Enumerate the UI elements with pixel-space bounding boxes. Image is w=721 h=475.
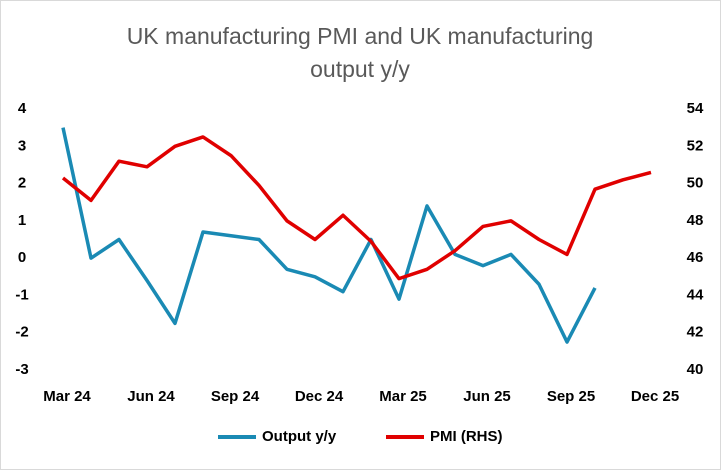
y2-tick-label: 54 (687, 100, 704, 117)
y2-tick-label: 52 (687, 137, 704, 154)
y-tick-label: -3 (15, 361, 28, 378)
chart-title: UK manufacturing PMI and UK manufacturin… (127, 23, 594, 49)
series-line (61, 127, 597, 344)
y-tick-label: 2 (18, 175, 26, 192)
y-tick-label: 4 (18, 100, 27, 117)
x-tick-label: Jun 24 (127, 388, 175, 405)
x-tick-label: Mar 25 (379, 388, 427, 405)
y2-tick-label: 44 (687, 286, 704, 303)
y2-tick-label: 42 (687, 324, 704, 341)
y-tick-label: 0 (18, 249, 26, 266)
y2-tick-label: 46 (687, 249, 704, 266)
x-tick-label: Dec 24 (295, 388, 344, 405)
y2-tick-label: 48 (687, 212, 704, 229)
y2-tick-label: 40 (687, 361, 704, 378)
y-tick-label: -1 (15, 286, 28, 303)
y-tick-label: 1 (18, 212, 26, 229)
x-tick-label: Jun 25 (463, 388, 511, 405)
y-tick-label: 3 (18, 137, 26, 154)
legend-label: PMI (RHS) (430, 428, 503, 445)
x-tick-label: Sep 24 (211, 388, 260, 405)
y-tick-label: -2 (15, 324, 28, 341)
y2-tick-label: 50 (687, 175, 704, 192)
x-tick-label: Mar 24 (43, 388, 91, 405)
x-tick-label: Sep 25 (547, 388, 595, 405)
chart-title: output y/y (310, 56, 410, 82)
x-tick-label: Dec 25 (631, 388, 679, 405)
legend-label: Output y/y (262, 428, 337, 445)
series-line (61, 135, 652, 281)
